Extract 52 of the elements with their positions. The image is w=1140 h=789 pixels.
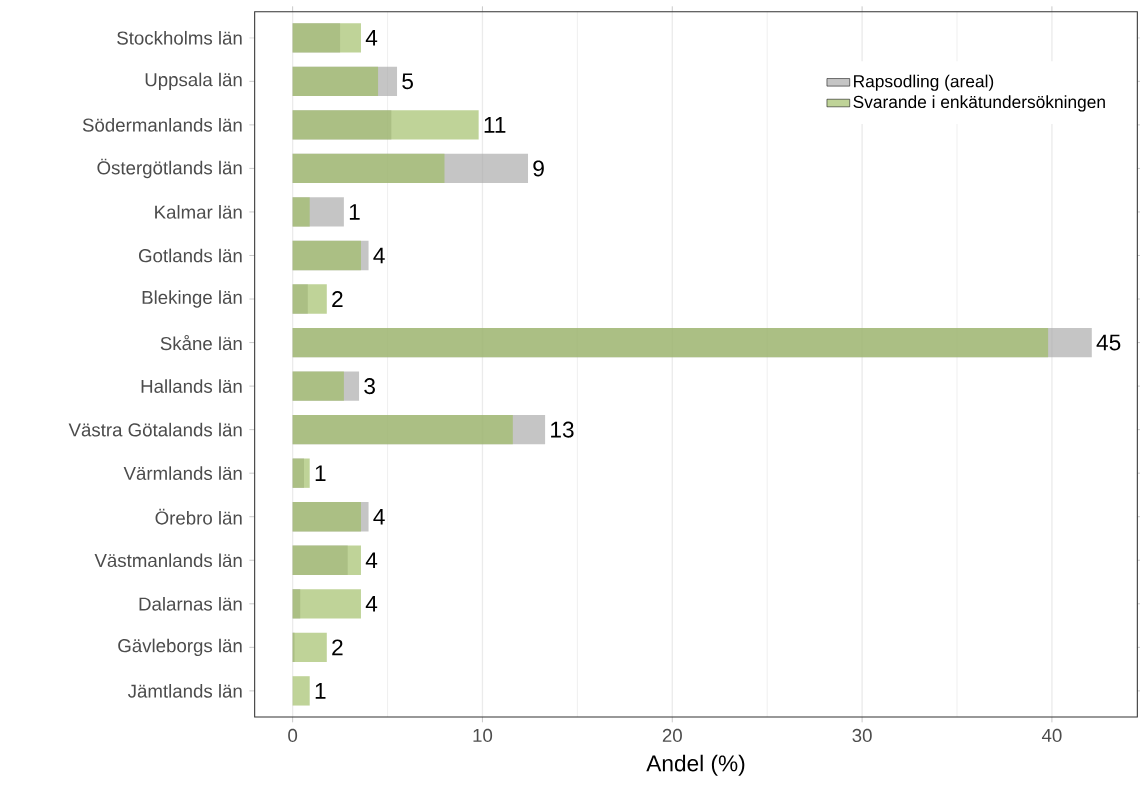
x-tick-label: 40 <box>1041 728 1062 743</box>
x-tick-label: 20 <box>662 728 682 743</box>
annotation: 1 <box>349 204 360 220</box>
bar <box>292 676 310 706</box>
bar <box>292 458 310 488</box>
bar <box>292 110 479 140</box>
y-tick-label: Södermanlands län <box>82 118 242 132</box>
y-tick-label: Västmanlands län <box>94 553 242 568</box>
bar <box>292 371 344 401</box>
y-tick-label: Dalarnas län <box>139 596 242 611</box>
y-tick-label: Värmlands län <box>123 466 242 481</box>
annotation: 11 <box>484 117 506 133</box>
bar <box>292 197 310 227</box>
x-tick-label: 30 <box>852 728 872 743</box>
x-tick-label: 0 <box>288 728 298 743</box>
x-tick-label: 10 <box>473 728 493 743</box>
annotation: 3 <box>364 378 375 395</box>
y-tick-label: Kalmar län <box>155 205 242 219</box>
annotation: 4 <box>373 247 385 264</box>
annotation: 4 <box>373 508 385 525</box>
y-tick-label: Jämtlands län <box>127 684 242 698</box>
y-tick-label: Örebro län <box>155 508 242 525</box>
annotation: 45 <box>1096 334 1121 351</box>
bar <box>292 284 327 314</box>
annotation: 1 <box>315 683 326 699</box>
legend-label: Rapsodling (areal) <box>854 74 994 91</box>
annotation: 1 <box>315 465 326 481</box>
annotation: 4 <box>365 552 378 569</box>
x-axis-title: Andel (%) <box>646 754 745 776</box>
annotation: 13 <box>551 421 574 438</box>
bar <box>292 545 361 575</box>
y-tick-label: Blekinge län <box>142 290 242 308</box>
y-tick-label: Skåne län <box>160 334 242 351</box>
y-tick-label: Gotlands län <box>138 248 242 263</box>
y-tick-label: Gävleborgs län <box>118 638 242 657</box>
annotation: 5 <box>402 73 413 90</box>
bar <box>292 66 379 96</box>
annotation: 2 <box>332 291 343 307</box>
annotation: 4 <box>365 29 378 46</box>
bar <box>292 589 361 619</box>
annotation: 9 <box>533 160 544 177</box>
legend-label: Svarande i enkätundersökningen <box>853 95 1105 112</box>
y-tick-label: Uppsala län <box>145 72 242 91</box>
y-tick-label: Östergötlands län <box>97 158 242 179</box>
annotation: 2 <box>332 639 343 656</box>
bar <box>292 153 445 184</box>
y-tick-label: Västra Götalands län <box>68 422 242 437</box>
y-tick-label: Stockholms län <box>117 30 242 45</box>
bar <box>292 632 327 662</box>
bar <box>292 23 361 53</box>
annotation: 4 <box>365 595 378 612</box>
y-tick-label: Hallands län <box>141 379 242 393</box>
